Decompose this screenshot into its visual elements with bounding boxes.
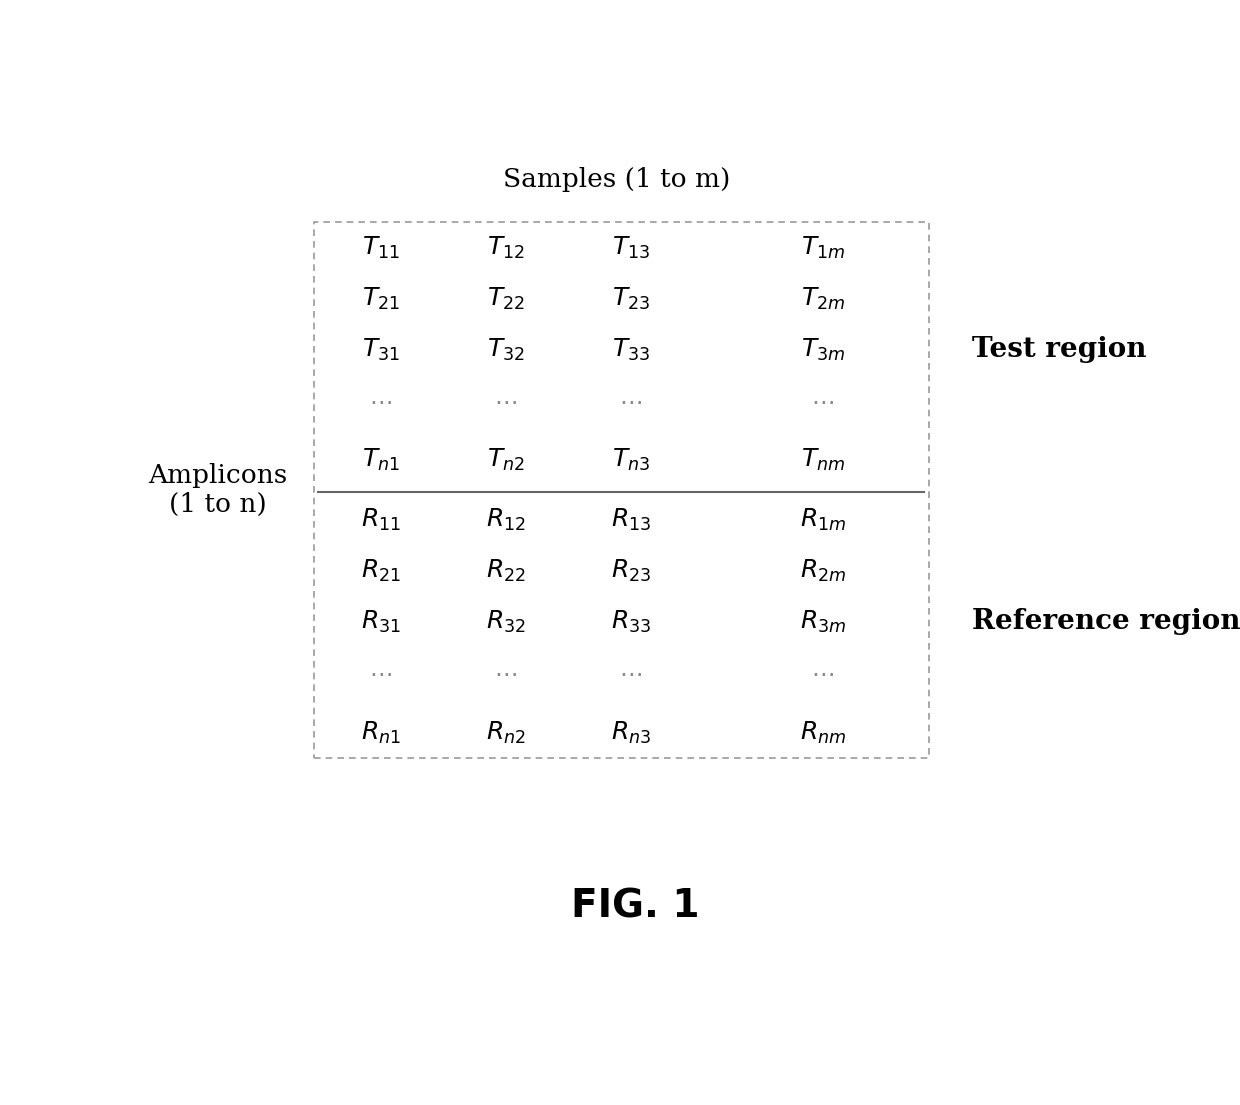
Text: $T_{12}$: $T_{12}$ — [487, 234, 525, 261]
Text: Samples (1 to m): Samples (1 to m) — [502, 167, 730, 192]
Text: $R_{33}$: $R_{33}$ — [610, 609, 651, 635]
Text: $R_{11}$: $R_{11}$ — [361, 506, 401, 533]
Text: $T_{13}$: $T_{13}$ — [611, 234, 650, 261]
Text: $R_{1m}$: $R_{1m}$ — [800, 506, 846, 533]
Text: $\cdots$: $\cdots$ — [495, 389, 517, 412]
Text: $\cdots$: $\cdots$ — [619, 661, 642, 685]
Text: $\cdots$: $\cdots$ — [619, 389, 642, 412]
Text: $T_{n2}$: $T_{n2}$ — [487, 448, 525, 473]
Text: FIG. 1: FIG. 1 — [572, 888, 699, 926]
Text: $R_{n1}$: $R_{n1}$ — [361, 719, 401, 746]
Text: $T_{1m}$: $T_{1m}$ — [801, 234, 844, 261]
Text: $R_{22}$: $R_{22}$ — [486, 558, 526, 583]
Text: $T_{nm}$: $T_{nm}$ — [801, 448, 844, 473]
Text: $R_{21}$: $R_{21}$ — [361, 558, 401, 583]
Text: $R_{n3}$: $R_{n3}$ — [610, 719, 651, 746]
Text: $T_{n3}$: $T_{n3}$ — [611, 448, 650, 473]
Text: $R_{31}$: $R_{31}$ — [361, 609, 401, 635]
Bar — [314, 222, 929, 758]
Text: $\cdots$: $\cdots$ — [811, 661, 835, 685]
Text: Test region: Test region — [972, 336, 1146, 364]
Text: $T_{33}$: $T_{33}$ — [611, 336, 650, 362]
Text: $R_{23}$: $R_{23}$ — [610, 558, 651, 583]
Text: $R_{12}$: $R_{12}$ — [486, 506, 526, 533]
Text: $\cdots$: $\cdots$ — [811, 389, 835, 412]
Text: $R_{2m}$: $R_{2m}$ — [800, 558, 846, 583]
Text: $\cdots$: $\cdots$ — [370, 661, 392, 685]
Text: $T_{22}$: $T_{22}$ — [487, 285, 525, 312]
Text: $T_{n1}$: $T_{n1}$ — [362, 448, 399, 473]
Text: $T_{3m}$: $T_{3m}$ — [801, 336, 844, 362]
Text: $T_{21}$: $T_{21}$ — [362, 285, 399, 312]
Text: $\cdots$: $\cdots$ — [495, 661, 517, 685]
Text: $R_{nm}$: $R_{nm}$ — [800, 719, 846, 746]
Text: $T_{32}$: $T_{32}$ — [487, 336, 525, 362]
Text: $T_{23}$: $T_{23}$ — [611, 285, 650, 312]
Text: $T_{31}$: $T_{31}$ — [362, 336, 399, 362]
Text: $T_{2m}$: $T_{2m}$ — [801, 285, 844, 312]
Text: $R_{13}$: $R_{13}$ — [610, 506, 651, 533]
Text: $R_{32}$: $R_{32}$ — [486, 609, 526, 635]
Text: $R_{n2}$: $R_{n2}$ — [486, 719, 526, 746]
Text: $R_{3m}$: $R_{3m}$ — [800, 609, 846, 635]
Text: $T_{11}$: $T_{11}$ — [362, 234, 399, 261]
Text: $\cdots$: $\cdots$ — [370, 389, 392, 412]
Text: Amplicons
(1 to n): Amplicons (1 to n) — [148, 463, 288, 517]
Text: Reference region: Reference region — [972, 609, 1240, 635]
